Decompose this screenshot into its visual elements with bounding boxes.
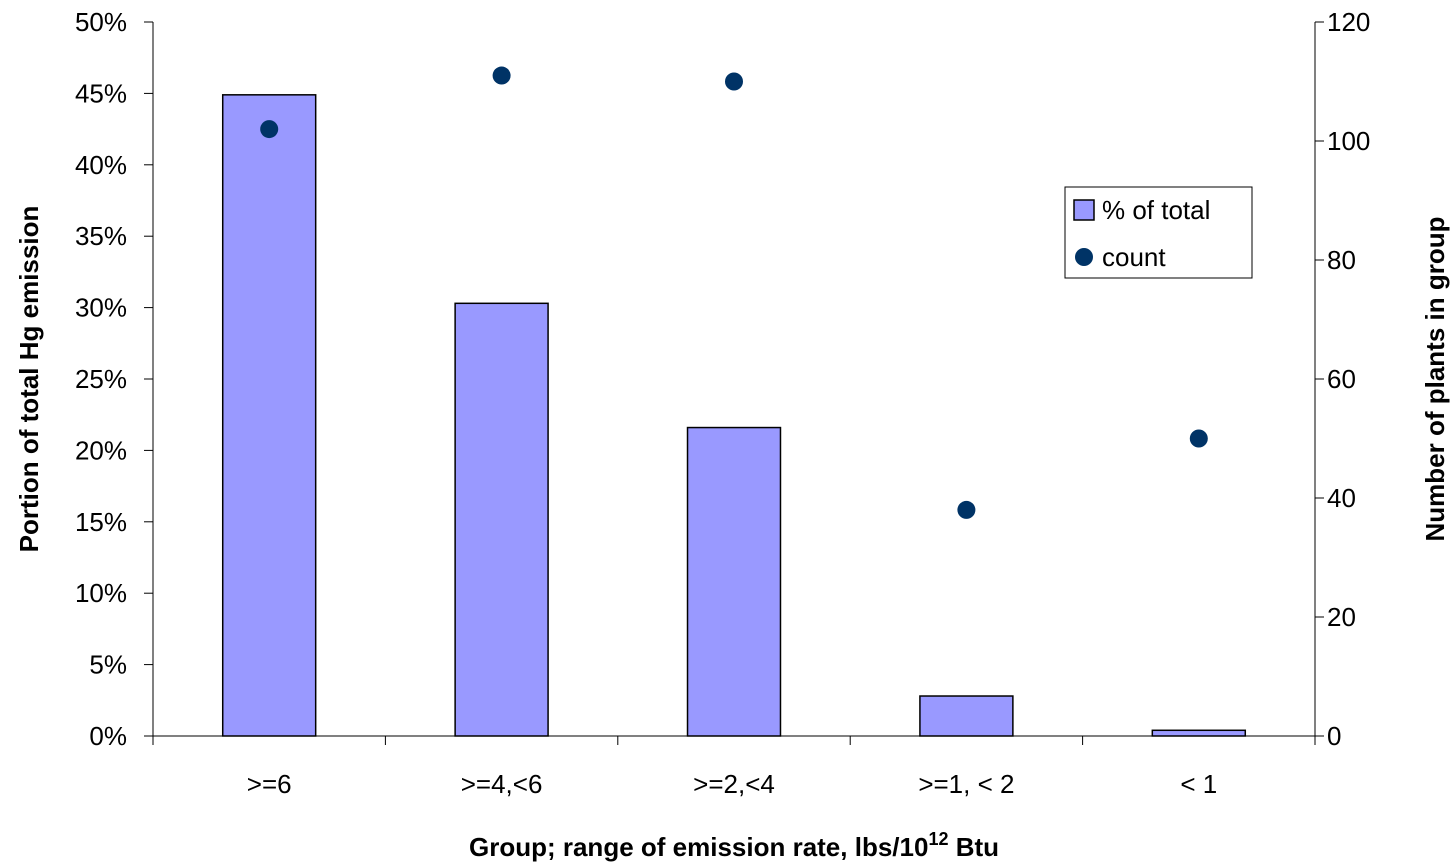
- right-tick-label-3: 60: [1327, 364, 1356, 394]
- bar-0: [221, 94, 317, 737]
- left-tick-label-3: 15%: [75, 507, 127, 537]
- x-tick-label-4: < 1: [1180, 769, 1217, 799]
- bar-3: [919, 695, 1014, 737]
- legend: % of total count: [1064, 186, 1253, 279]
- left-tick-label-7: 35%: [75, 221, 127, 251]
- left-tick-label-2: 10%: [75, 578, 127, 608]
- x-tick-label-1: >=4,<6: [461, 769, 543, 799]
- count-point-3: [957, 500, 976, 519]
- right-tick-label-4: 80: [1327, 245, 1356, 275]
- bar-1: [454, 302, 549, 737]
- x-axis-title: Group; range of emission rate, lbs/1012 …: [469, 829, 999, 862]
- right-ticks-layer: 0 20 40 60 80 100 120: [1315, 7, 1370, 751]
- right-tick-label-0: 0: [1327, 721, 1341, 751]
- x-axis-title-main: Group; range of emission rate, lbs/10: [469, 832, 928, 862]
- x-tick-label-0: >=6: [247, 769, 292, 799]
- left-tick-label-6: 30%: [75, 293, 127, 323]
- left-tick-label-10: 50%: [75, 7, 127, 37]
- count-point-1: [492, 66, 511, 85]
- right-tick-label-5: 100: [1327, 126, 1370, 156]
- right-axis-title: Number of plants in group: [1420, 217, 1450, 542]
- left-axis-title: Portion of total Hg emission: [14, 206, 44, 553]
- left-tick-label-8: 40%: [75, 150, 127, 180]
- left-ticks-layer: 0% 5% 10% 15% 20% 25% 30% 35% 40% 45% 50%: [75, 7, 153, 751]
- right-tick-label-6: 120: [1327, 7, 1370, 37]
- right-tick-label-1: 20: [1327, 602, 1356, 632]
- legend-bar-label: % of total: [1102, 195, 1210, 225]
- bars-layer: [221, 94, 1247, 737]
- left-tick-label-4: 20%: [75, 435, 127, 465]
- bar-4: [1151, 729, 1247, 737]
- x-tick-label-3: >=1, < 2: [918, 769, 1014, 799]
- left-tick-label-5: 25%: [75, 364, 127, 394]
- count-point-0: [260, 120, 279, 139]
- bar-2: [686, 426, 782, 737]
- right-tick-label-2: 40: [1327, 483, 1356, 513]
- x-tick-label-2: >=2,<4: [693, 769, 775, 799]
- legend-point-label: count: [1102, 242, 1166, 272]
- points-layer: [260, 66, 1208, 519]
- count-point-2: [725, 72, 743, 91]
- legend-box: [1064, 186, 1253, 279]
- legend-bar-swatch: [1073, 199, 1095, 221]
- left-tick-label-1: 5%: [89, 650, 127, 680]
- x-axis-title-suffix: Btu: [948, 832, 999, 862]
- x-ticks-layer: >=6 >=4,<6 >=2,<4 >=1, < 2 < 1: [152, 736, 1316, 799]
- count-point-4: [1189, 429, 1208, 448]
- legend-point-swatch: [1075, 248, 1093, 266]
- x-axis-title-superscript: 12: [928, 829, 948, 849]
- left-tick-label-0: 0%: [89, 721, 127, 751]
- left-tick-label-9: 45%: [75, 78, 127, 108]
